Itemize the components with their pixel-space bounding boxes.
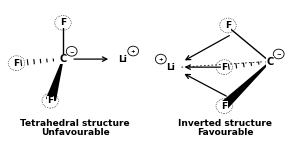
Text: +: + [158, 57, 163, 62]
Polygon shape [222, 62, 270, 107]
Text: −: − [69, 49, 74, 54]
Text: F: F [14, 59, 20, 68]
Text: +: + [131, 49, 136, 54]
Text: F: F [47, 96, 53, 105]
Text: F: F [60, 18, 66, 27]
Text: Tetrahedral structure: Tetrahedral structure [20, 119, 130, 128]
Text: −: − [276, 52, 281, 57]
Text: Favourable: Favourable [197, 128, 253, 137]
Polygon shape [47, 59, 63, 100]
Text: F: F [225, 21, 231, 30]
Text: C: C [266, 57, 274, 67]
Text: C: C [59, 54, 67, 64]
Text: Unfavourable: Unfavourable [40, 128, 110, 137]
Text: F: F [221, 63, 227, 72]
Text: Inverted structure: Inverted structure [178, 119, 272, 128]
Text: F: F [221, 102, 227, 111]
Text: Li: Li [118, 55, 127, 64]
Text: Li: Li [167, 63, 176, 72]
